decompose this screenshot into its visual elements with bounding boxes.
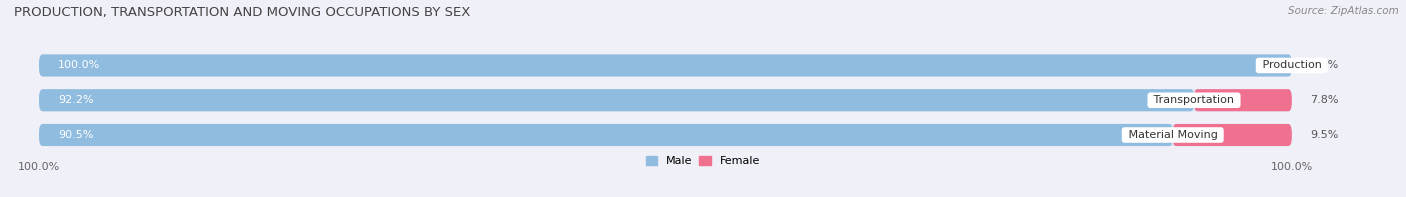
Text: Production: Production: [1258, 60, 1324, 71]
FancyBboxPatch shape: [39, 54, 1292, 76]
Text: 0.0%: 0.0%: [1310, 60, 1339, 71]
FancyBboxPatch shape: [1194, 89, 1292, 111]
Text: 92.2%: 92.2%: [58, 95, 94, 105]
FancyBboxPatch shape: [39, 124, 1292, 146]
Text: 90.5%: 90.5%: [58, 130, 93, 140]
Text: 7.8%: 7.8%: [1310, 95, 1339, 105]
Text: Transportation: Transportation: [1150, 95, 1237, 105]
FancyBboxPatch shape: [39, 89, 1194, 111]
Text: PRODUCTION, TRANSPORTATION AND MOVING OCCUPATIONS BY SEX: PRODUCTION, TRANSPORTATION AND MOVING OC…: [14, 6, 471, 19]
FancyBboxPatch shape: [1173, 124, 1292, 146]
Text: Material Moving: Material Moving: [1125, 130, 1220, 140]
Text: 100.0%: 100.0%: [58, 60, 100, 71]
Text: 9.5%: 9.5%: [1310, 130, 1339, 140]
FancyBboxPatch shape: [39, 54, 1292, 76]
FancyBboxPatch shape: [39, 89, 1292, 111]
FancyBboxPatch shape: [39, 124, 1173, 146]
Legend: Male, Female: Male, Female: [647, 156, 759, 166]
Text: Source: ZipAtlas.com: Source: ZipAtlas.com: [1288, 6, 1399, 16]
